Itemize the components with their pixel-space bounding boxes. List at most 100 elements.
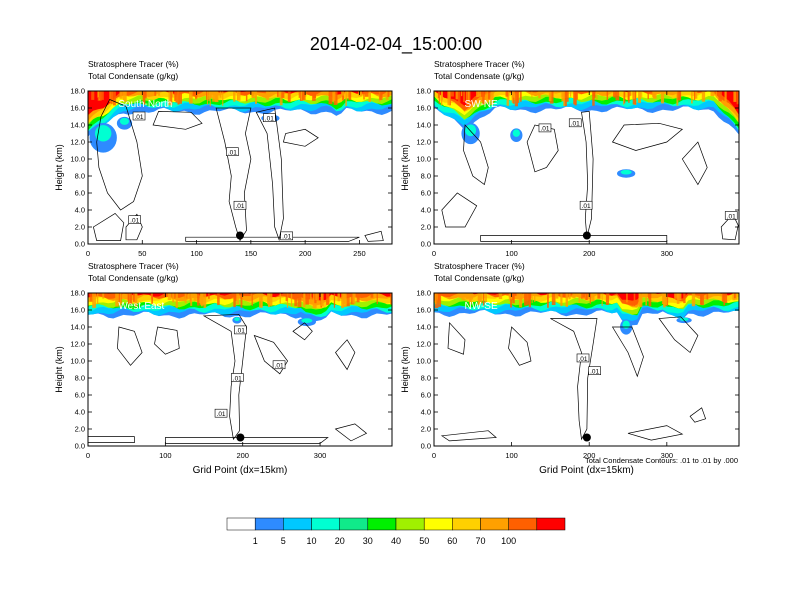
tracer-streak	[701, 91, 706, 102]
tracer-streak	[485, 293, 487, 303]
tracer-streak	[565, 293, 568, 307]
tracer-streak	[368, 91, 371, 102]
tracer-streak	[722, 293, 725, 302]
contour-label: .01	[130, 218, 139, 225]
tracer-streak	[466, 293, 470, 300]
tracer-streak	[639, 293, 642, 306]
tracer-streak	[683, 293, 686, 304]
tracer-streak	[279, 91, 283, 106]
tracer-streak	[593, 91, 596, 98]
tracer-streak	[277, 91, 279, 97]
tracer-streak	[733, 91, 737, 102]
panel-title: SW-NE	[465, 99, 498, 110]
tracer-streak	[290, 293, 293, 306]
tracer-streak	[172, 293, 175, 303]
y-tick-label: 16.0	[70, 104, 85, 113]
tracer-streak	[326, 293, 330, 305]
tracer-streak	[217, 293, 220, 306]
tracer-streak	[219, 91, 222, 98]
y-tick-label: 18.0	[70, 289, 85, 298]
tracer-streak	[693, 91, 696, 101]
panel-sw-ne: Stratosphere Tracer (%) Total Condensate …	[400, 59, 740, 258]
x-tick-label: 100	[505, 451, 518, 460]
tracer-streak	[457, 91, 461, 103]
y-tick-label: 2.0	[421, 223, 431, 232]
tracer-streak	[99, 91, 102, 100]
tracer-streak	[251, 91, 256, 98]
tracer-streak	[118, 293, 122, 304]
x-tick-label: 250	[353, 249, 366, 258]
tracer-streak	[331, 91, 336, 101]
y-tick-label: 12.0	[70, 138, 85, 147]
contour-label-box	[132, 111, 146, 121]
tracer-streak	[732, 293, 736, 301]
y-tick-label: 2.0	[75, 425, 85, 434]
tracer-streak	[112, 293, 116, 299]
tracer-streak	[700, 293, 704, 306]
tracer-streak	[154, 91, 157, 96]
condensate-contour	[658, 316, 699, 354]
condensate-contour	[154, 326, 180, 355]
panel-variable-label: Stratosphere Tracer (%)	[88, 261, 179, 271]
y-tick-label: 16.0	[416, 306, 431, 315]
y-tick-label: 0.0	[421, 240, 431, 249]
y-tick-label: 4.0	[75, 206, 85, 215]
tracer-streak	[237, 91, 239, 100]
contour-label: .01	[540, 126, 549, 133]
y-tick-label: 14.0	[416, 121, 431, 130]
tracer-streak	[677, 91, 681, 101]
tracer-streak	[200, 293, 204, 306]
plot-frame	[87, 90, 393, 245]
tracer-blob	[465, 124, 477, 137]
tracer-streak	[510, 293, 512, 308]
tracer-streak	[568, 293, 571, 300]
y-axis-label: Height (km)	[54, 346, 64, 393]
tracer-streak	[358, 91, 363, 97]
tracer-streak	[240, 293, 243, 308]
tracer-streak	[356, 293, 360, 303]
tracer-streak	[89, 293, 94, 302]
panel-nw-se: Stratosphere Tracer (%) Total Condensate …	[400, 261, 740, 476]
condensate-contour	[334, 423, 368, 442]
tracer-field	[434, 293, 739, 335]
colorbar-swatch	[536, 517, 566, 531]
panel-variable-label: Total Condensate (g/kg)	[88, 71, 178, 81]
tracer-streak	[346, 91, 348, 100]
tracer-streak	[531, 293, 533, 303]
y-tick-label: 0.0	[75, 442, 85, 451]
tracer-streak	[674, 293, 679, 299]
tracer-streak	[581, 293, 583, 299]
x-tick-label: 300	[314, 451, 327, 460]
y-tick-label: 18.0	[416, 87, 431, 96]
x-axis-label: Grid Point (dx=15km)	[193, 465, 288, 476]
tracer-streak	[477, 293, 480, 302]
tracer-streak	[511, 91, 515, 98]
condensate-contours	[440, 316, 707, 442]
y-tick-label: 18.0	[416, 289, 431, 298]
tracer-streak	[191, 91, 196, 97]
colorbar-label: 5	[281, 536, 286, 546]
tracer-streak	[514, 91, 518, 107]
tracer-streak	[510, 293, 514, 301]
x-tick-label: 300	[661, 249, 674, 258]
y-tick-label: 10.0	[70, 357, 85, 366]
colorbar-swatch	[339, 517, 369, 531]
contour-label-box	[233, 200, 247, 210]
y-tick-label: 16.0	[70, 306, 85, 315]
location-marker	[582, 231, 591, 240]
colorbar-label: 50	[419, 536, 429, 546]
panel-variable-label: Total Condensate (g/kg)	[434, 71, 524, 81]
tracer-level-fill	[88, 91, 392, 126]
tracer-streak	[554, 293, 559, 299]
y-tick-label: 6.0	[421, 391, 431, 400]
y-tick-label: 4.0	[75, 408, 85, 417]
contour-label: .01	[571, 121, 580, 128]
contour-label-box	[272, 360, 286, 370]
tracer-streak	[592, 91, 595, 106]
x-tick-label: 150	[245, 249, 258, 258]
y-tick-label: 18.0	[70, 87, 85, 96]
tracer-streak	[578, 293, 580, 303]
condensate-contour	[508, 326, 532, 366]
tracer-streak	[267, 293, 270, 305]
condensate-contour	[550, 318, 598, 441]
